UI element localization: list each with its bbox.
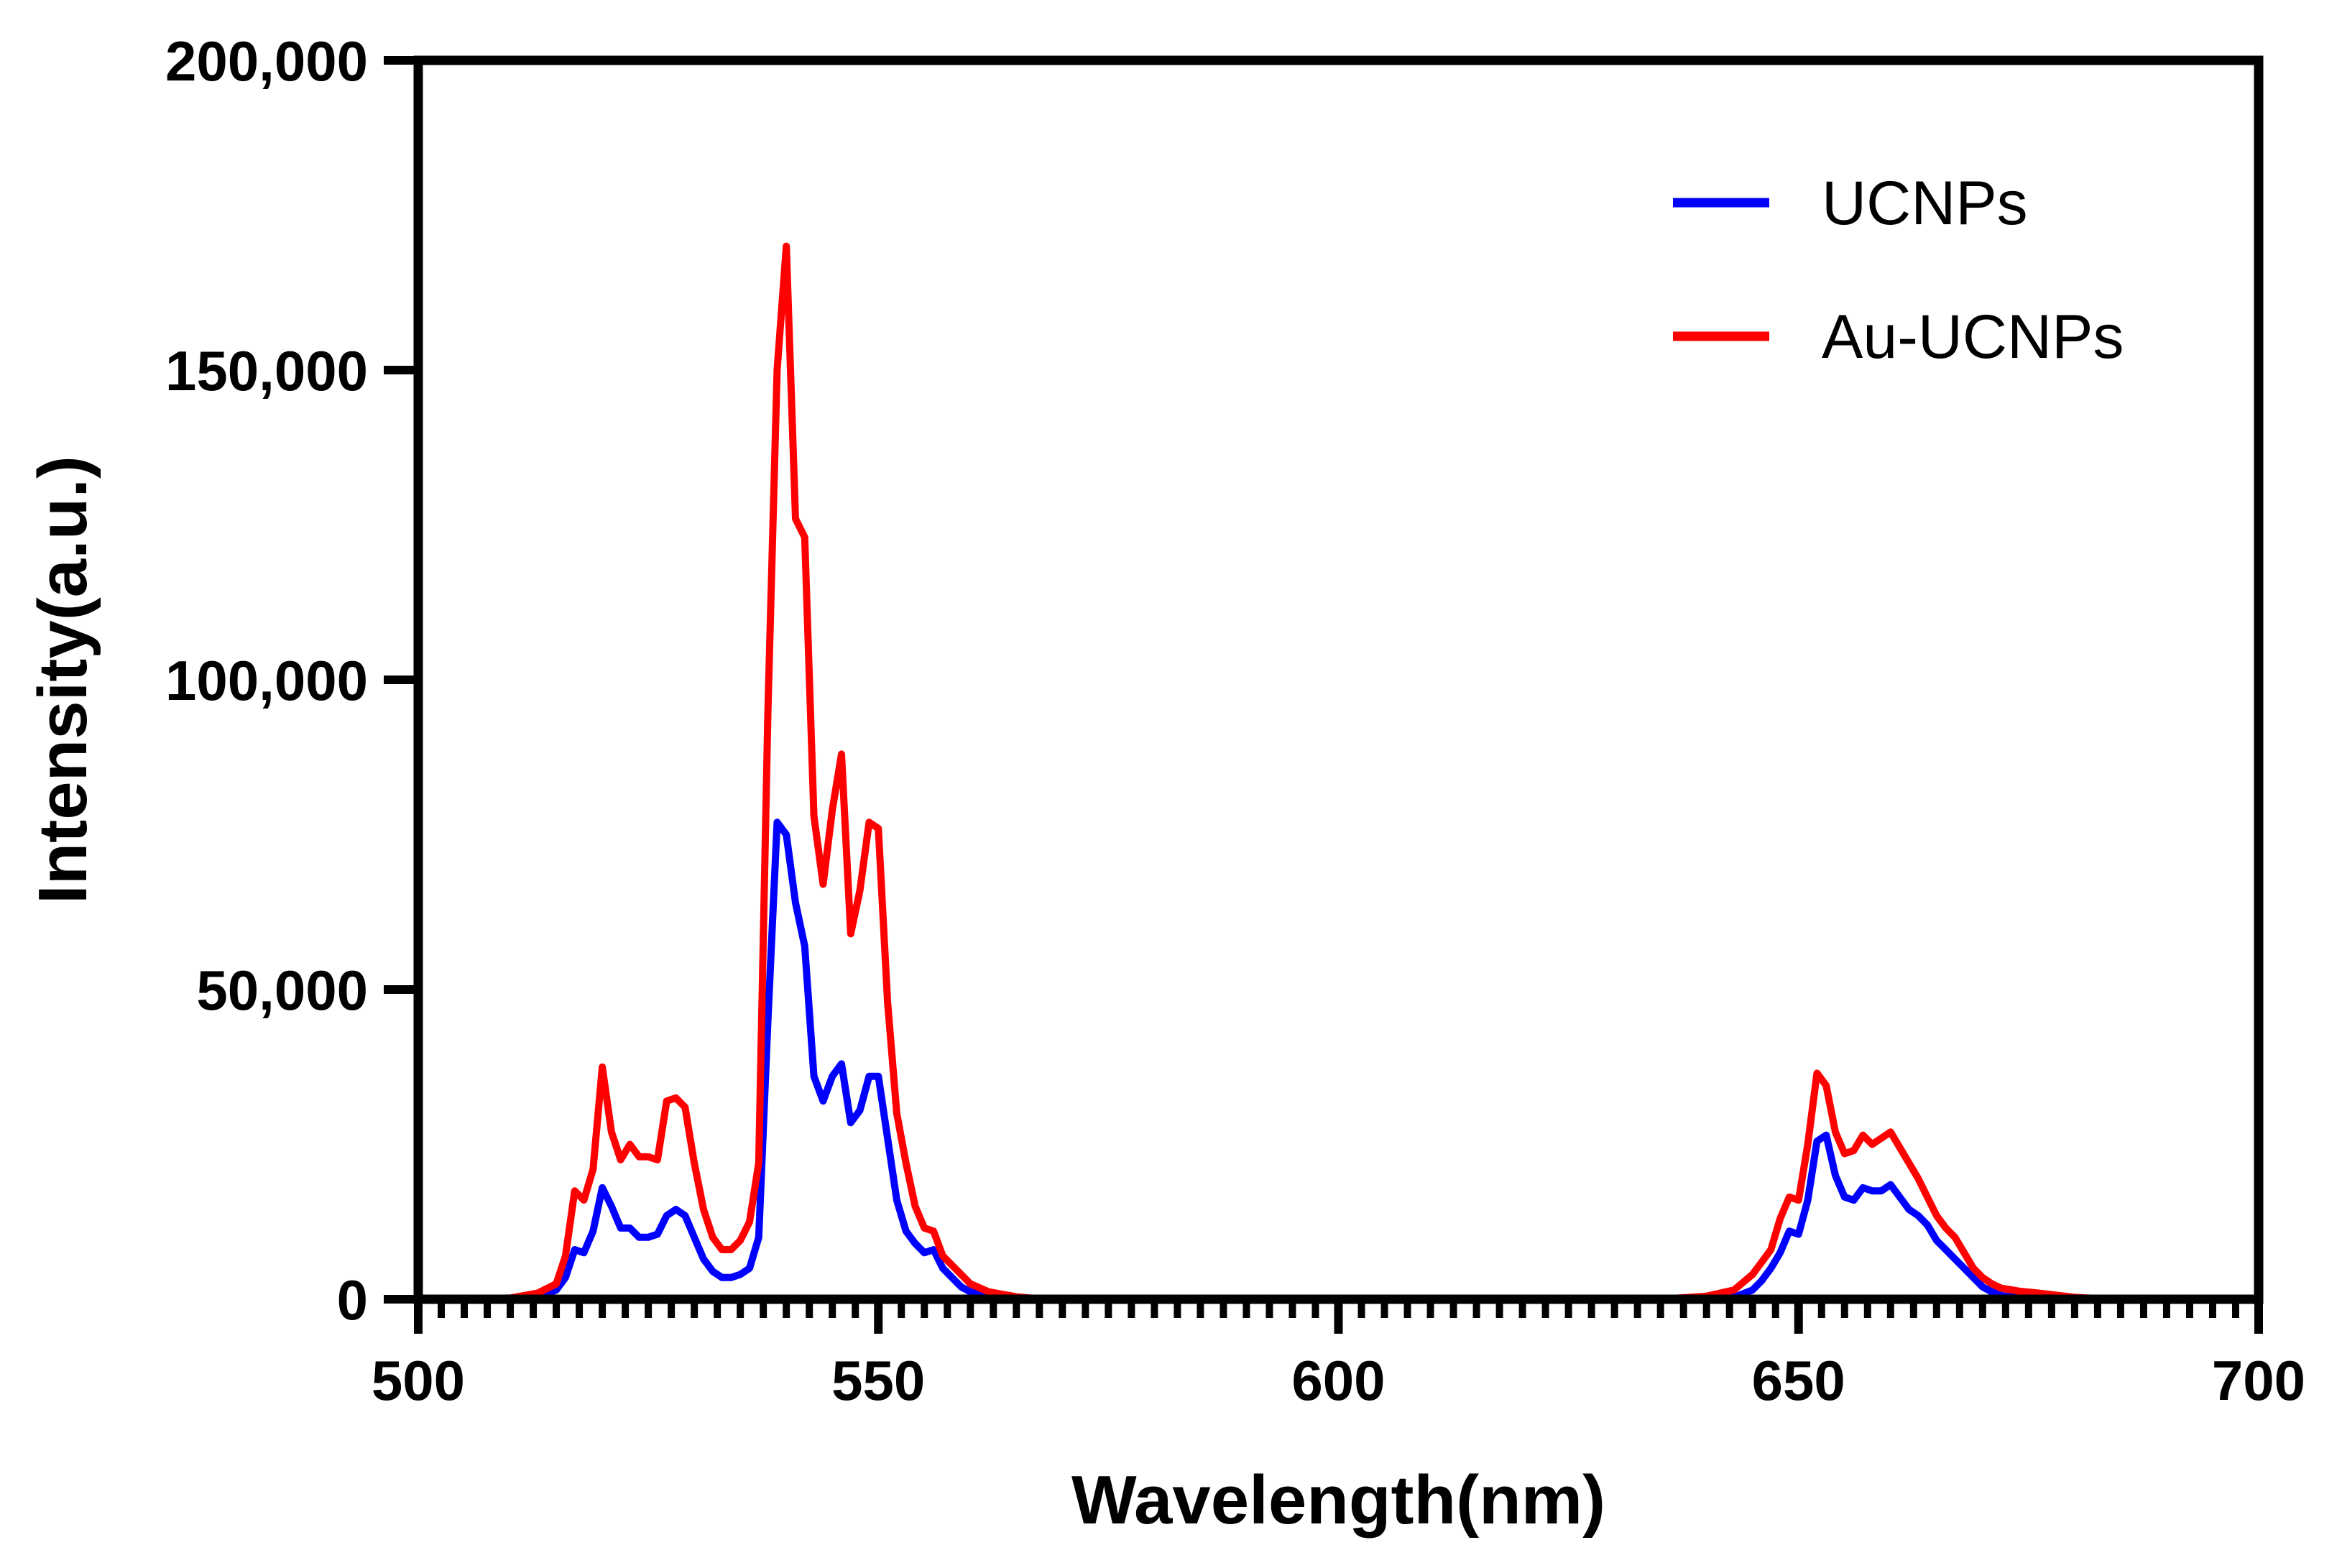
x-axis-label: Wavelength(nm)	[1071, 1462, 1605, 1539]
legend-label-ucnps: UCNPs	[1822, 169, 2028, 238]
axis-ticks	[384, 56, 2263, 1334]
y-tick-label: 50,000	[196, 959, 368, 1022]
y-tick-label: 100,000	[165, 649, 368, 712]
y-tick-label: 0	[337, 1268, 368, 1332]
series-line-au-ucnps	[415, 242, 2262, 1303]
y-tick-label: 150,000	[165, 339, 368, 402]
series-line-ucnps	[415, 818, 2262, 1303]
y-tick-label: 200,000	[165, 29, 368, 93]
x-tick-label: 600	[1291, 1349, 1385, 1412]
x-tick-label: 700	[2212, 1349, 2305, 1412]
x-tick-label: 650	[1752, 1349, 1845, 1412]
plot-frame	[413, 55, 2264, 1304]
y-axis-label: Intensity(a.u.)	[24, 456, 101, 904]
legend: UCNPs Au-UCNPs	[1673, 169, 2124, 372]
x-tick-label: 550	[831, 1349, 925, 1412]
axis-tick-labels: 500 550 600 650 700 0 50,000 100,000 150,000 200,…	[165, 29, 2305, 1412]
x-tick-label: 500	[372, 1349, 465, 1412]
legend-label-au-ucnps: Au-UCNPs	[1822, 303, 2124, 372]
plot-lines	[415, 242, 2262, 1303]
